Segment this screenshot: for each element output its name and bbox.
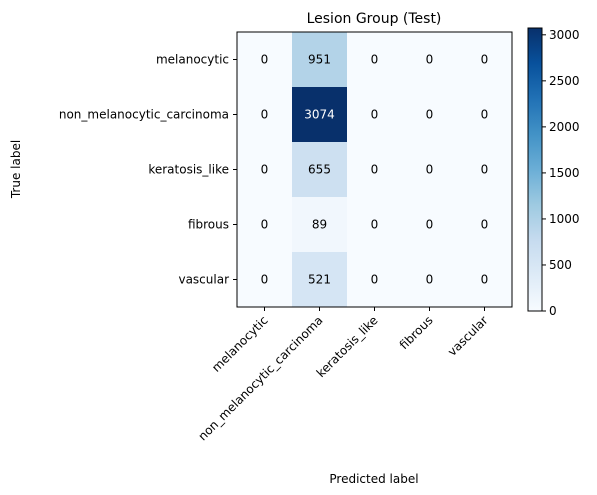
colorbar-tick-label: 2000 (549, 120, 580, 134)
cell-value-label: 0 (481, 53, 489, 67)
cell-value-label: 0 (426, 163, 434, 177)
cell-value-label: 0 (426, 273, 434, 287)
heatmap-cell (292, 197, 348, 253)
heatmap-cell (347, 87, 403, 143)
colorbar-tick-label: 3000 (549, 28, 580, 42)
cell-value-label: 0 (481, 218, 489, 232)
heatmap-cell (347, 197, 403, 253)
heatmap-cell (347, 32, 403, 88)
heatmap-cell (347, 142, 403, 198)
cell-value-label: 0 (426, 218, 434, 232)
cell-value-label: 0 (426, 108, 434, 122)
chart-title: Lesion Group (Test) (307, 11, 442, 27)
x-tick-label: vascular (445, 313, 491, 359)
y-tick-label: vascular (178, 273, 229, 287)
cell-value-label: 0 (426, 53, 434, 67)
cell-value-label: 89 (312, 218, 327, 232)
cell-value-label: 0 (261, 53, 269, 67)
heatmap-cell (237, 252, 293, 308)
y-tick-label: melanocytic (156, 53, 229, 67)
cell-value-label: 3074 (304, 108, 335, 122)
y-tick-label: keratosis_like (148, 163, 229, 177)
heatmap-cell (457, 252, 513, 308)
heatmap-cell (347, 252, 403, 308)
heatmap-cell (402, 87, 458, 143)
colorbar-tick-label: 500 (549, 258, 572, 272)
colorbar-tick-label: 1000 (549, 212, 580, 226)
y-tick-label: fibrous (188, 218, 229, 232)
heatmap-cell (237, 197, 293, 253)
heatmap-cell (457, 142, 513, 198)
colorbar (527, 27, 543, 312)
cell-value-label: 951 (308, 53, 331, 67)
colorbar-tick-label: 0 (549, 304, 557, 318)
heatmap-cell (402, 252, 458, 308)
cell-value-label: 655 (308, 163, 331, 177)
cell-value-label: 0 (261, 108, 269, 122)
cell-value-label: 0 (481, 108, 489, 122)
heatmap-cell (402, 197, 458, 253)
x-axis-ticks: melanocyticnon_melanocytic_carcinomakera… (195, 307, 491, 443)
heatmap-cell (237, 87, 293, 143)
cell-value-label: 0 (261, 273, 269, 287)
colorbar-tick-label: 1500 (549, 166, 580, 180)
colorbar-tick-label: 2500 (549, 74, 580, 88)
heatmap-cell (237, 32, 293, 88)
cell-value-label: 0 (481, 273, 489, 287)
heatmap-cell (237, 142, 293, 198)
x-tick-label: fibrous (397, 313, 436, 352)
y-axis-ticks: melanocytic non_melanocytic_carcinomakera… (59, 53, 237, 287)
x-axis-label: Predicted label (329, 472, 418, 486)
heatmap-cell (457, 87, 513, 143)
cell-value-label: 0 (371, 53, 379, 67)
y-tick-label: non_melanocytic_carcinoma (59, 108, 229, 122)
cell-value-label: 0 (371, 218, 379, 232)
cell-value-label: 521 (308, 273, 331, 287)
cell-value-label: 0 (371, 108, 379, 122)
colorbar-ticks: 0 500 1000 1500 2000 2500 3000 (542, 28, 580, 318)
cell-value-label: 0 (261, 218, 269, 232)
heatmap-cell (292, 252, 348, 308)
heatmap-cell (292, 87, 348, 143)
heatmap-cell (457, 32, 513, 88)
cell-value-label: 0 (261, 163, 269, 177)
heatmap-cell (457, 197, 513, 253)
heatmap-cells: 0 951 0 0 0 0 3074 0 0 0 0 655 0 0 0 0 89 0 0 0 0 521 0 0 0 (237, 32, 513, 308)
heatmap-cell (292, 142, 348, 198)
cell-value-label: 0 (371, 163, 379, 177)
cell-value-label: 0 (481, 163, 489, 177)
cell-value-label: 0 (371, 273, 379, 287)
x-tick-label: melanocytic (209, 313, 271, 375)
heatmap-cell (402, 32, 458, 88)
heatmap-cell (402, 142, 458, 198)
heatmap-cell (292, 32, 348, 88)
y-axis-label: True label (9, 140, 23, 199)
